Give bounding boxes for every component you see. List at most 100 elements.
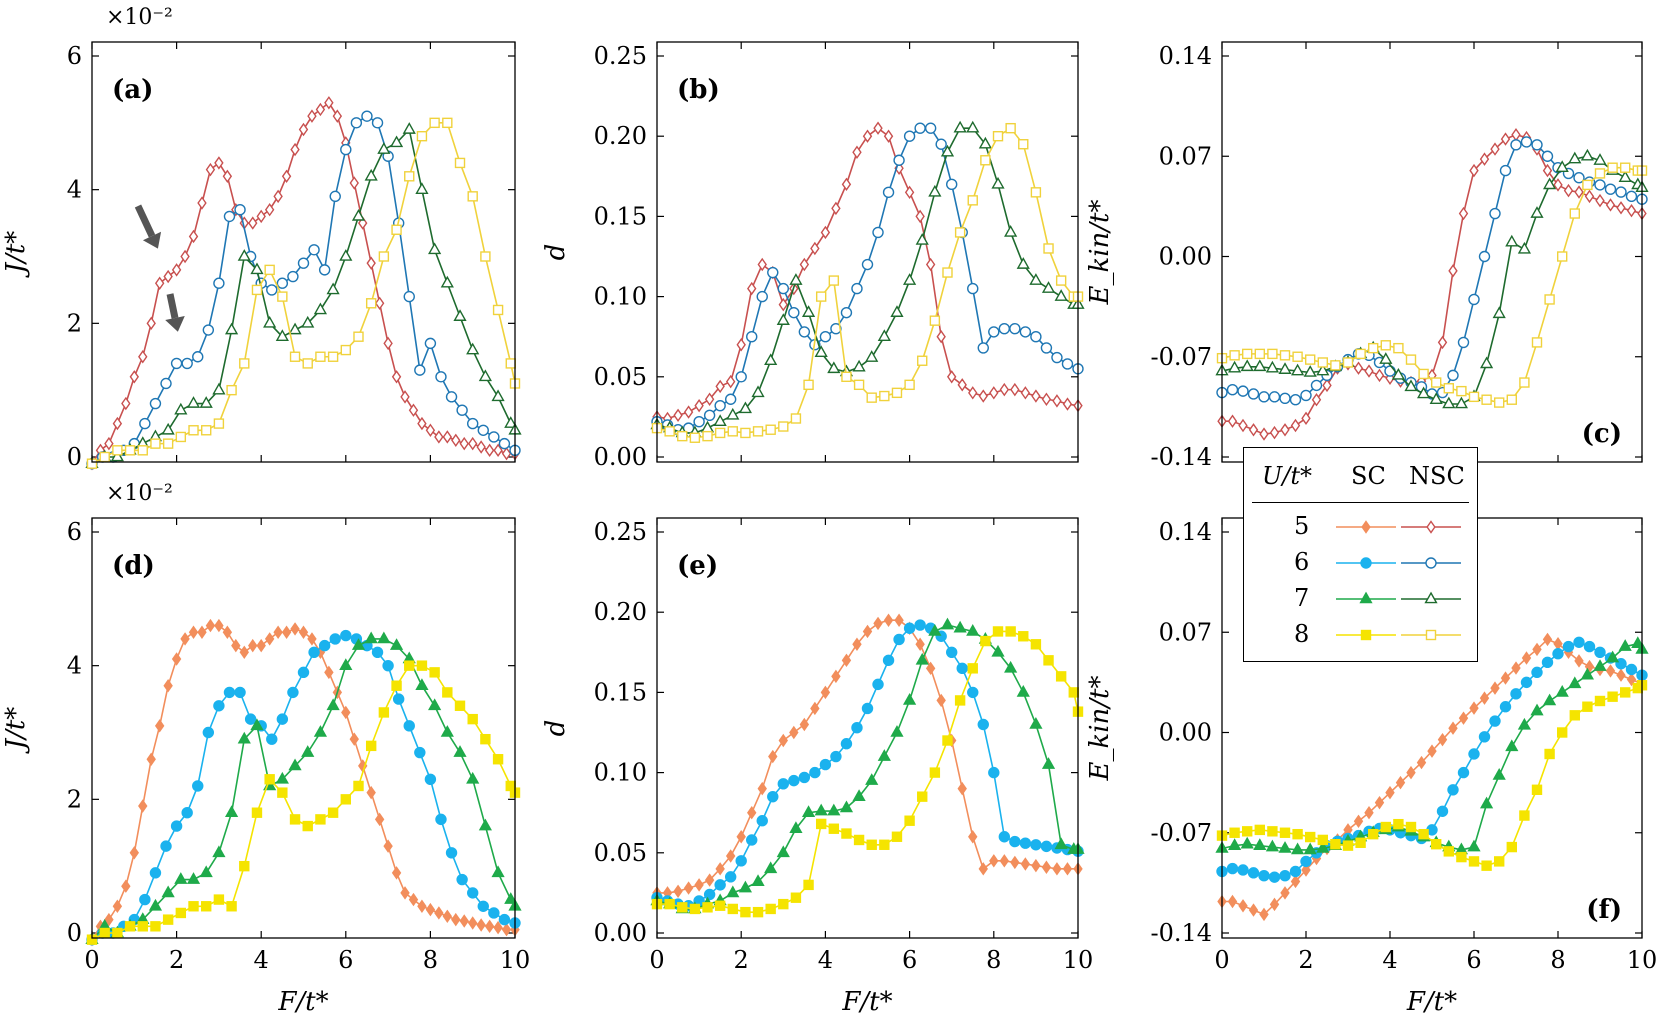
data-point xyxy=(999,382,1010,397)
data-point xyxy=(1393,818,1404,830)
data-point xyxy=(1574,185,1584,199)
data-point xyxy=(239,860,250,872)
data-point xyxy=(735,855,747,867)
y-tick-label: 0.25 xyxy=(594,42,647,70)
data-point xyxy=(1248,903,1259,917)
data-point xyxy=(162,914,174,925)
data-point xyxy=(940,144,955,157)
data-point xyxy=(828,823,840,834)
y-axis-label: d xyxy=(541,720,571,737)
data-point xyxy=(1618,639,1632,651)
data-point xyxy=(213,277,225,289)
data-point xyxy=(1258,391,1270,403)
data-point xyxy=(199,396,213,408)
data-point xyxy=(1055,671,1067,682)
data-point xyxy=(1594,646,1606,658)
data-point xyxy=(480,733,491,745)
data-point xyxy=(776,845,790,858)
data-point xyxy=(929,767,941,778)
data-point xyxy=(1447,784,1459,796)
data-point xyxy=(1499,701,1512,713)
data-point xyxy=(351,638,366,650)
legend-u-value: 6 xyxy=(1294,548,1310,576)
data-point xyxy=(1511,661,1521,675)
data-point xyxy=(872,678,884,691)
data-point xyxy=(327,807,339,818)
y-tick-label: 0.05 xyxy=(594,839,647,867)
data-point xyxy=(1005,122,1016,134)
data-point xyxy=(264,264,275,276)
data-point xyxy=(1052,394,1062,408)
data-point xyxy=(925,661,936,676)
data-point xyxy=(1625,190,1638,203)
data-point xyxy=(1317,834,1329,846)
data-point xyxy=(1303,365,1317,377)
data-point xyxy=(224,322,239,335)
data-point xyxy=(1468,856,1480,867)
data-point xyxy=(1238,418,1248,433)
data-point xyxy=(358,216,368,230)
data-point xyxy=(988,326,1000,338)
data-point xyxy=(841,828,852,839)
y-tick-label: 0 xyxy=(67,443,82,471)
data-point xyxy=(124,921,136,932)
data-point xyxy=(778,297,789,312)
series-u7 xyxy=(85,631,522,944)
data-point xyxy=(1030,839,1042,851)
data-point xyxy=(231,638,241,653)
data-point xyxy=(1043,655,1054,666)
data-point xyxy=(1625,663,1638,676)
data-point xyxy=(1510,139,1522,151)
data-point xyxy=(891,387,903,399)
data-point xyxy=(765,903,776,915)
y-tick-label: 4 xyxy=(67,652,82,680)
data-point xyxy=(1500,132,1511,146)
data-point xyxy=(361,110,373,122)
y-tick-label: 0.07 xyxy=(1159,618,1212,646)
data-point xyxy=(205,618,216,633)
data-point xyxy=(1247,388,1260,400)
data-point xyxy=(980,155,991,166)
x-tick-label: 2 xyxy=(734,946,749,974)
data-point xyxy=(1493,397,1505,408)
data-point xyxy=(1353,361,1364,375)
x-tick-label: 4 xyxy=(254,946,269,974)
data-point xyxy=(466,342,480,355)
data-point xyxy=(477,424,489,436)
data-point xyxy=(416,130,428,142)
data-point xyxy=(1009,835,1021,848)
data-point xyxy=(425,902,436,917)
legend-marker xyxy=(1360,557,1372,569)
data-point xyxy=(353,780,364,792)
data-point xyxy=(1544,294,1555,305)
data-point xyxy=(903,622,916,634)
data-point xyxy=(1519,810,1530,821)
data-point xyxy=(1541,150,1554,162)
data-point xyxy=(223,686,236,699)
data-point xyxy=(768,749,778,764)
data-point xyxy=(1391,367,1405,380)
data-point xyxy=(428,242,442,255)
data-point xyxy=(1443,383,1455,394)
data-point xyxy=(1009,322,1021,335)
data-point xyxy=(694,878,704,892)
data-point xyxy=(326,282,340,295)
data-point xyxy=(188,901,199,912)
data-point xyxy=(1279,870,1291,882)
data-point xyxy=(936,329,946,344)
data-point xyxy=(1018,631,1029,642)
data-point xyxy=(677,902,688,913)
data-point xyxy=(467,713,478,725)
data-point xyxy=(924,122,937,134)
data-point xyxy=(181,357,193,370)
data-point xyxy=(703,409,716,421)
data-point xyxy=(978,862,988,876)
data-point xyxy=(1479,691,1490,705)
legend-sc-glyph xyxy=(1336,557,1396,569)
data-point xyxy=(313,725,328,737)
legend-sc-glyph xyxy=(1336,591,1396,604)
x-tick-label: 8 xyxy=(986,946,1001,974)
data-point xyxy=(953,620,967,633)
data-point xyxy=(340,143,352,156)
data-point xyxy=(914,122,926,134)
